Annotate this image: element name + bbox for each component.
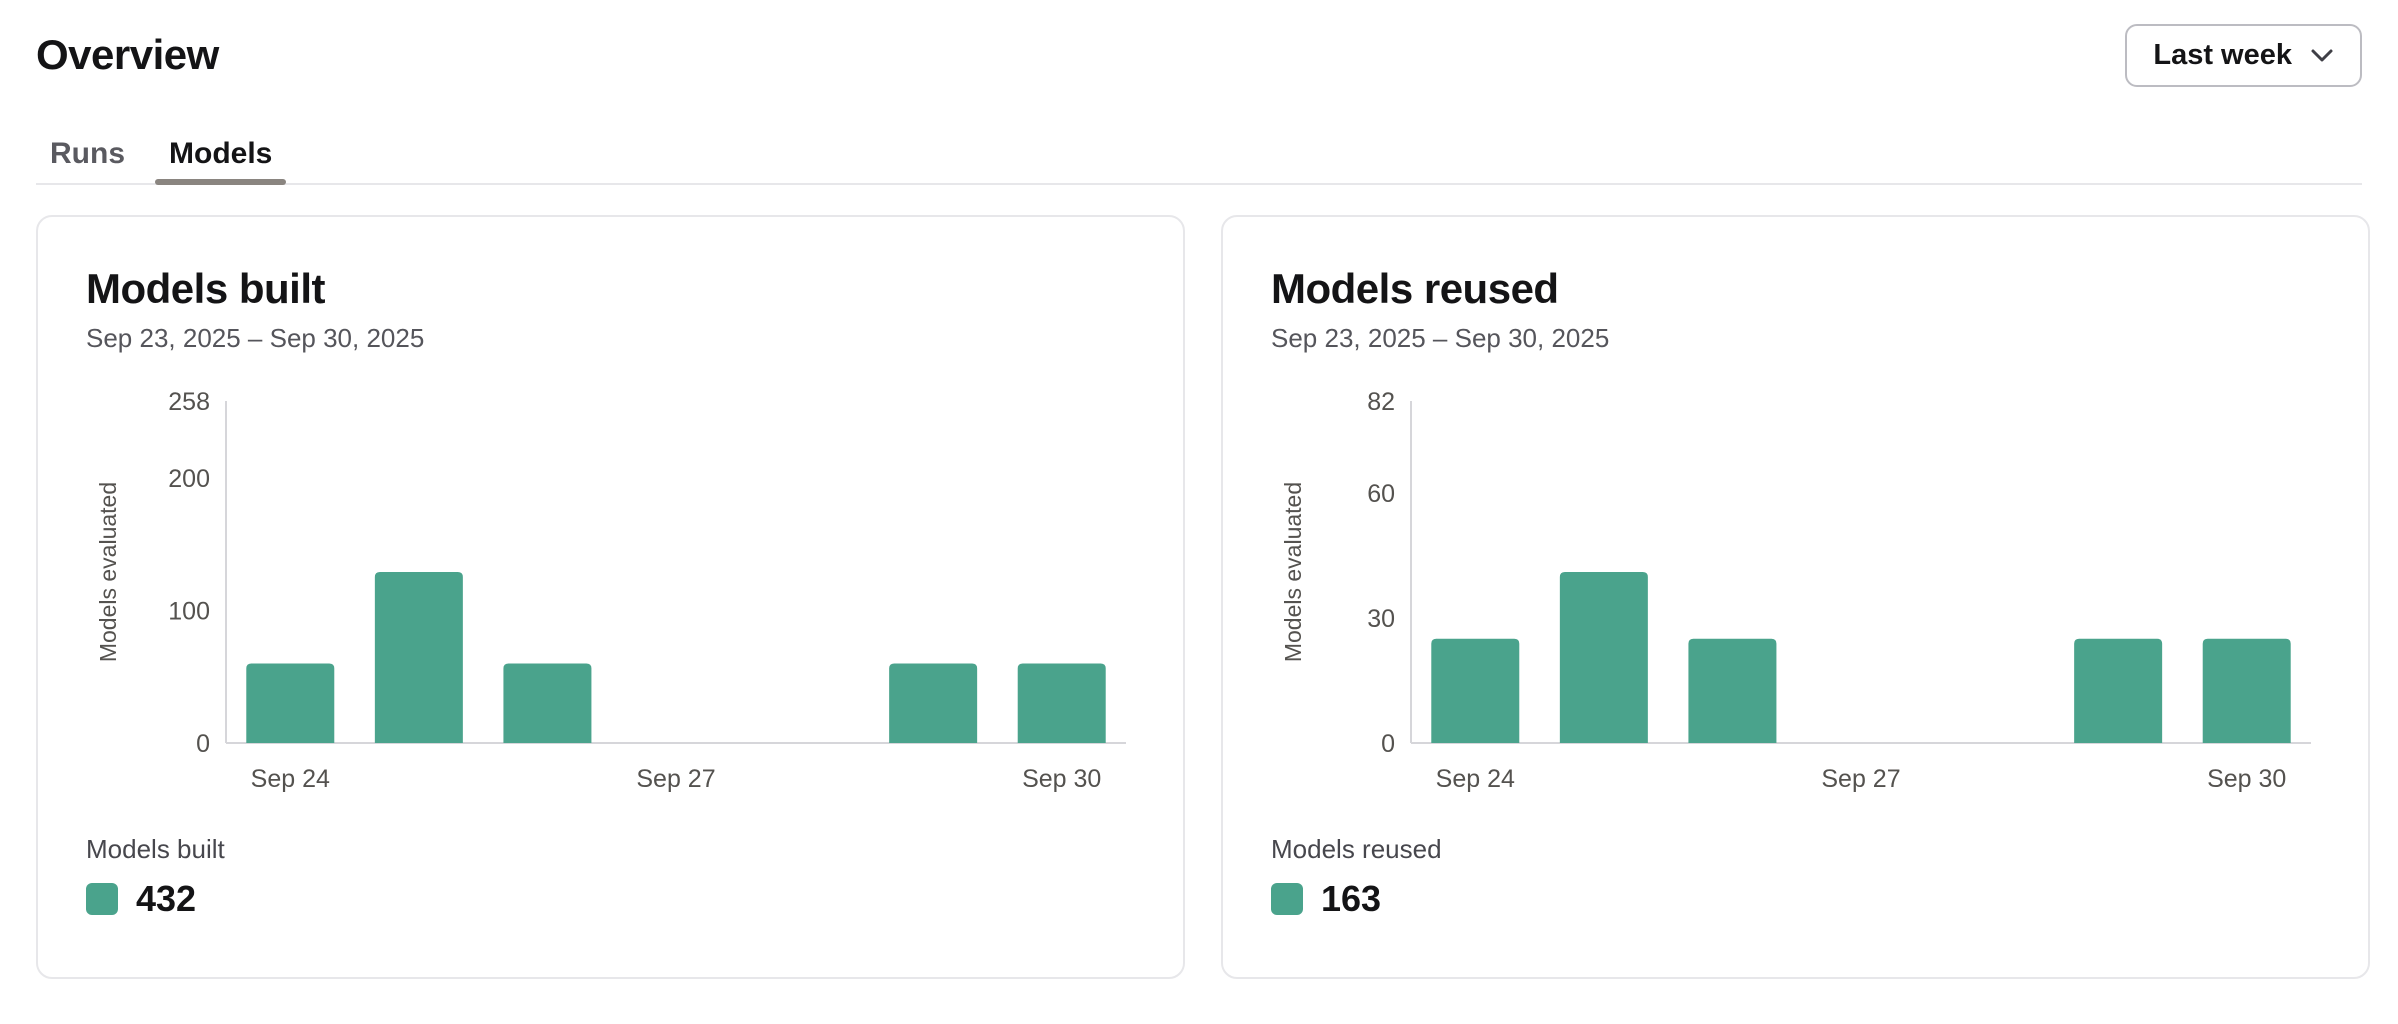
legend-swatch: [1271, 883, 1303, 915]
overview-page: Overview Last week Runs Models Models bu…: [36, 0, 2370, 979]
svg-text:Sep 24: Sep 24: [1436, 765, 1515, 793]
models-built-chart: 0 100 200 258 Models evaluated Sep 24 Sep 27 Se…: [86, 373, 1135, 810]
tab-models[interactable]: Models: [155, 137, 287, 185]
models-built-card: Models built Sep 23, 2025 – Sep 30, 2025…: [36, 215, 1185, 979]
legend-row: 432: [86, 878, 1135, 920]
legend-swatch: [86, 883, 118, 915]
legend-label: Models reused: [1271, 834, 1442, 864]
card-title: Models built: [86, 265, 326, 312]
svg-text:Models evaluated: Models evaluated: [1280, 482, 1306, 662]
svg-text:100: 100: [168, 597, 210, 625]
tab-label: Models: [169, 137, 273, 170]
chevron-down-icon: [2311, 49, 2333, 62]
svg-text:0: 0: [196, 730, 210, 758]
svg-text:Sep 30: Sep 30: [2207, 765, 2286, 793]
svg-text:200: 200: [168, 465, 210, 493]
legend-row: 163: [1271, 878, 2320, 920]
svg-text:30: 30: [1367, 605, 1395, 633]
page-title: Overview: [36, 31, 219, 78]
legend-value: 163: [1321, 878, 1382, 919]
card-date-range: Sep 23, 2025 – Sep 30, 2025: [86, 323, 425, 353]
svg-text:Sep 27: Sep 27: [636, 765, 715, 793]
page-header: Overview Last week: [36, 0, 2362, 87]
svg-text:Sep 24: Sep 24: [251, 765, 330, 793]
svg-text:Models evaluated: Models evaluated: [95, 482, 121, 662]
legend-label: Models built: [86, 834, 225, 864]
svg-text:Sep 30: Sep 30: [1022, 765, 1101, 793]
tab-bar: Runs Models: [36, 139, 2362, 185]
svg-text:258: 258: [168, 388, 210, 416]
models-reused-card: Models reused Sep 23, 2025 – Sep 30, 202…: [1221, 215, 2370, 979]
legend-value: 432: [136, 878, 197, 919]
svg-text:82: 82: [1367, 388, 1395, 416]
card-title: Models reused: [1271, 265, 1559, 312]
svg-text:60: 60: [1367, 480, 1395, 508]
models-reused-chart: 0 30 60 82 Models evaluated Sep 24 Sep 27 Sep 3…: [1271, 373, 2320, 810]
svg-text:0: 0: [1381, 730, 1395, 758]
models-built-legend: Models built 432: [86, 834, 1135, 920]
cards-row: Models built Sep 23, 2025 – Sep 30, 2025…: [36, 215, 2370, 979]
card-date-range: Sep 23, 2025 – Sep 30, 2025: [1271, 323, 1610, 353]
models-reused-legend: Models reused 163: [1271, 834, 2320, 920]
date-range-label: Last week: [2153, 39, 2292, 71]
date-range-selector[interactable]: Last week: [2125, 24, 2362, 87]
tab-runs[interactable]: Runs: [36, 139, 139, 183]
svg-text:Sep 27: Sep 27: [1821, 765, 1900, 793]
tab-label: Runs: [50, 137, 125, 170]
